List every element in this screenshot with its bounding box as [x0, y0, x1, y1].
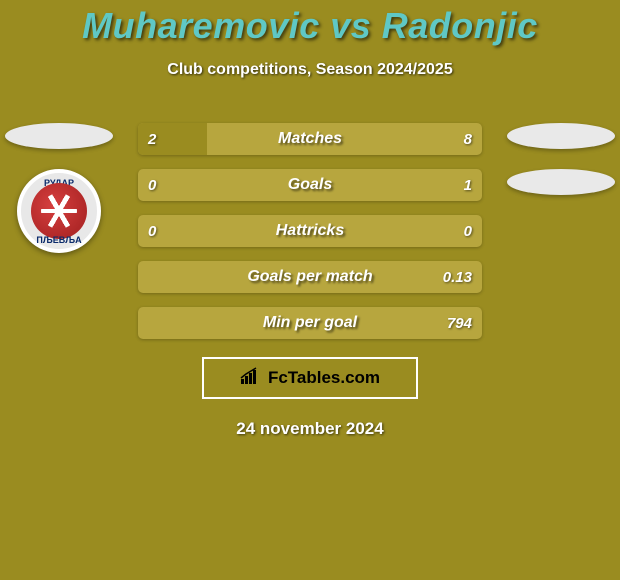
stat-label: Hattricks: [138, 215, 482, 247]
right-player-col: [506, 123, 616, 215]
stats-area: РУДАР ПЉЕВЉА 2 Matches 8 0 Goals 1: [0, 123, 620, 339]
stat-row: 2 Matches 8: [138, 123, 482, 155]
bar-chart-icon: [240, 367, 262, 390]
stat-rows: 2 Matches 8 0 Goals 1 0 Hattricks 0: [138, 123, 482, 339]
brand-text: FcTables.com: [268, 368, 380, 388]
stat-row: Min per goal 794: [138, 307, 482, 339]
stat-value-left: 0: [148, 215, 156, 247]
stat-value-left: 0: [148, 169, 156, 201]
stat-value-right: 794: [447, 307, 472, 339]
stat-value-right: 0: [464, 215, 472, 247]
stat-row: 0 Hattricks 0: [138, 215, 482, 247]
club-logo-left: РУДАР ПЉЕВЉА: [17, 169, 101, 253]
club-logo-text-bottom: ПЉЕВЉА: [21, 235, 97, 245]
page-title: Muharemovic vs Radonjic: [0, 5, 620, 47]
player-ellipse-right-1: [507, 123, 615, 149]
club-logo-ball-icon: [31, 183, 87, 239]
stat-value-right: 1: [464, 169, 472, 201]
stat-value-right: 0.13: [443, 261, 472, 293]
stat-row: Goals per match 0.13: [138, 261, 482, 293]
brand-box[interactable]: FcTables.com: [202, 357, 418, 399]
player-ellipse-left: [5, 123, 113, 149]
left-player-col: РУДАР ПЉЕВЉА: [4, 123, 114, 253]
stat-label: Goals: [138, 169, 482, 201]
date-text: 24 november 2024: [0, 419, 620, 439]
player-ellipse-right-2: [507, 169, 615, 195]
stat-fill-left: [138, 123, 207, 155]
page-subtitle: Club competitions, Season 2024/2025: [0, 61, 620, 79]
stat-label: Goals per match: [138, 261, 482, 293]
stat-value-right: 8: [464, 123, 472, 155]
stat-label: Min per goal: [138, 307, 482, 339]
comparison-card: Muharemovic vs Radonjic Club competition…: [0, 0, 620, 580]
stat-row: 0 Goals 1: [138, 169, 482, 201]
